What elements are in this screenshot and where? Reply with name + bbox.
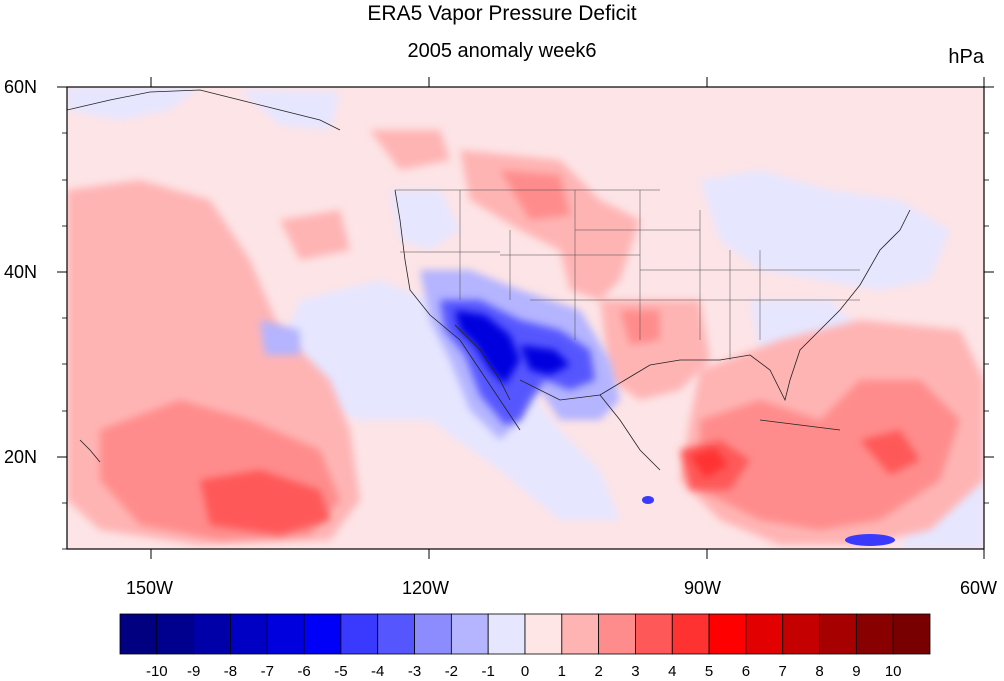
colorbar-swatch [524,613,563,655]
colorbar-tick-label: -2 [444,663,459,680]
colorbar-tick-label: -8 [223,663,238,680]
minor-ticks [62,132,989,550]
units-label: hPa [948,46,984,68]
lon-label-90w: 90W [684,578,722,598]
colorbar-swatch [561,613,600,655]
map-subtitle: 2005 anomaly week6 [407,40,597,62]
colorbar-swatch [266,613,305,655]
colorbar-swatch [230,613,268,655]
colorbar-swatch [782,613,820,655]
colorbar [119,613,931,655]
colorbar-tick-label: -3 [407,663,422,680]
colorbar-swatch [892,613,931,655]
colorbar-tick-label: -6 [297,663,311,680]
colorbar-tick-label: 8 [815,663,824,680]
colorbar-tick-label: 6 [741,663,751,680]
lon-label-120w: 120W [402,578,450,598]
map-title: ERA5 Vapor Pressure Deficit [367,2,637,25]
colorbar-tick-label: 10 [884,663,902,680]
negative-light-areas [67,87,984,549]
colorbar-swatch [340,613,379,655]
colorbar-swatch [414,613,452,655]
lon-label-60w: 60W [960,578,998,598]
colorbar-swatch [156,613,195,655]
colorbar-swatch [377,613,415,655]
lon-label-150w: 150W [126,578,174,598]
lat-label-40n: 40N [4,262,38,282]
colorbar-tick-label: 3 [631,663,640,680]
state-boundaries [395,189,860,360]
colorbar-tick-label: 2 [594,663,603,680]
lat-label-60n: 60N [4,77,38,97]
colorbar-swatch [193,613,231,655]
colorbar-tick-label: -7 [260,663,274,680]
colorbar-swatch [671,613,710,655]
colorbar-swatch [708,613,747,655]
lat-label-20n: 20N [4,447,38,467]
colorbar-swatch [598,613,636,655]
positive-medium-areas [100,170,960,540]
colorbar-swatch [819,613,857,655]
axis-ticks [57,77,994,559]
colorbar-swatch [119,613,158,655]
colorbar-tick-label: -10 [145,663,168,680]
anomaly-field [67,87,984,549]
colorbar-tick-label: 1 [557,663,566,680]
colorbar-tick-label: 5 [704,663,714,680]
colorbar-swatch [745,613,784,655]
colorbar-tick-label: -5 [334,663,348,680]
colorbar-tick-label: 7 [778,663,787,680]
colorbar-swatch [303,613,342,655]
colorbar-swatch [635,613,673,655]
blue-small-spots [642,496,895,546]
colorbar-tick-label: -1 [481,663,495,680]
colorbar-tick-label: -9 [186,663,201,680]
coastlines [67,89,911,471]
colorbar-tick-label: 4 [668,663,677,680]
negative-peak-areas [455,310,570,385]
colorbar-swatch [855,613,894,655]
colorbar-tick-label: -4 [371,663,385,680]
colorbar-tick-label: 0 [520,663,530,680]
colorbar-swatch [450,613,489,655]
colorbar-swatch [487,613,526,655]
colorbar-tick-label: 9 [852,663,861,680]
positive-peak-areas [690,448,728,478]
